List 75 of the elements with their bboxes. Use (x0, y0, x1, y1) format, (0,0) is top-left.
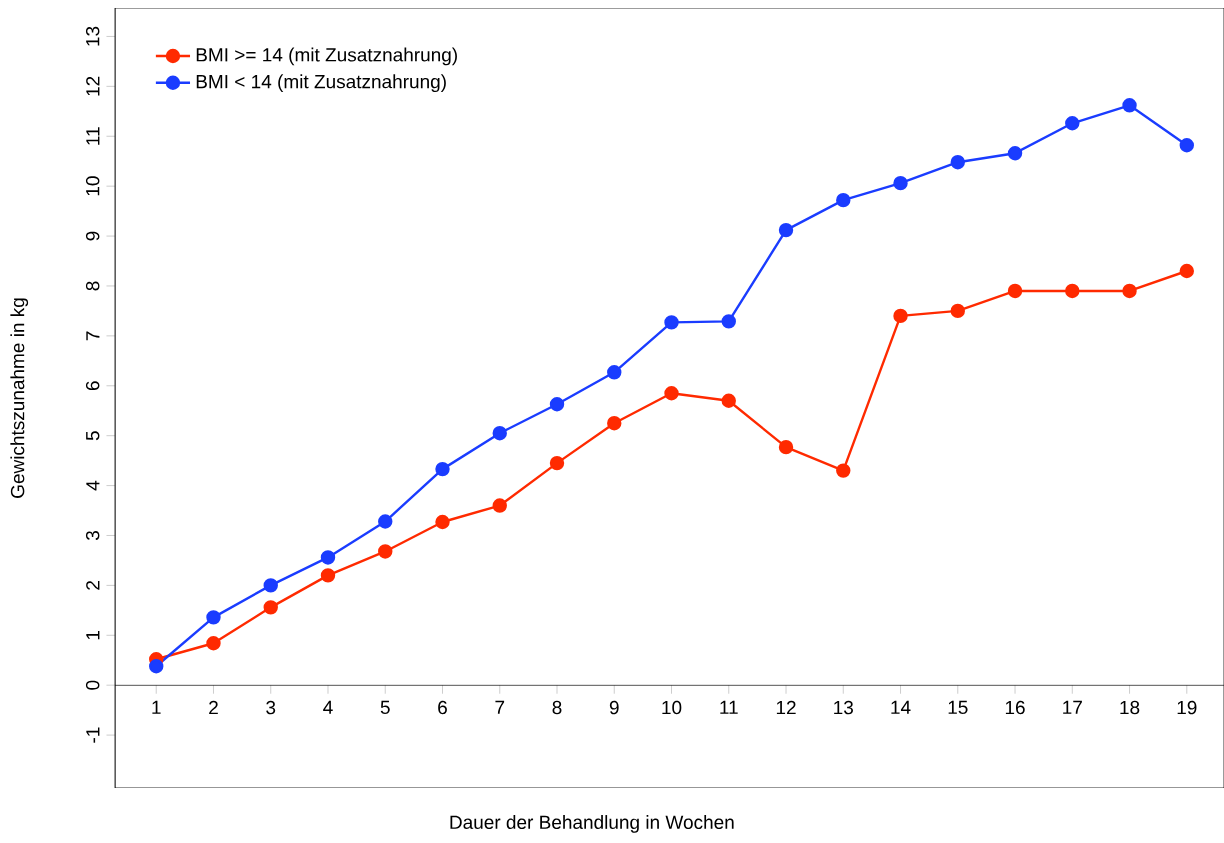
point (1122, 283, 1137, 299)
point (607, 365, 622, 380)
point (778, 439, 794, 455)
x-tick-label: 5 (380, 700, 390, 715)
y-tick-label: 12 (86, 76, 100, 96)
point (1179, 263, 1194, 279)
point (435, 514, 450, 530)
x-tick-label: 2 (209, 700, 218, 715)
point (721, 393, 736, 408)
x-tick-label: 13 (834, 700, 853, 715)
y-tick-label: 7 (86, 331, 100, 341)
x-tick-label: 19 (1177, 700, 1197, 715)
point (549, 397, 565, 412)
y-tick-label: 2 (86, 581, 100, 590)
y-tick-label: 5 (86, 431, 100, 441)
y-tick-label: 10 (85, 176, 100, 196)
x-tick-label: 10 (662, 700, 682, 715)
point (549, 455, 565, 471)
x-tick-label: 18 (1120, 700, 1140, 715)
x-tick-label: 1 (152, 700, 161, 714)
x-tick-label: 12 (776, 700, 796, 715)
x-tick-label: 16 (1005, 700, 1025, 715)
point (1007, 146, 1023, 161)
point (836, 463, 851, 478)
y-axis-title: Gewichtszunahme in kg (10, 298, 29, 498)
point (893, 175, 908, 191)
point (778, 222, 794, 238)
legend-label: BMI >= 14 (mit Zusatznahrung) (196, 47, 457, 66)
point (263, 578, 278, 593)
point (721, 314, 736, 329)
y-tick-label: 8 (85, 281, 100, 291)
point (149, 659, 164, 674)
y-tick-label: 3 (85, 531, 100, 541)
y-tick-label: 9 (85, 231, 100, 241)
point (320, 550, 336, 565)
x-tick-label: 8 (552, 700, 562, 715)
x-tick-label: 14 (891, 700, 911, 714)
legend-label: BMI < 14 (mit Zusatznahrung) (196, 74, 446, 93)
point (263, 600, 278, 615)
point (435, 461, 450, 477)
x-tick-label: 9 (609, 700, 619, 715)
y-tick-label: 6 (85, 381, 100, 391)
point (836, 192, 851, 208)
x-tick-label: 7 (495, 700, 505, 714)
point (378, 544, 393, 559)
point (320, 568, 336, 583)
point (893, 308, 908, 324)
point (1065, 283, 1080, 299)
x-axis-title: Dauer der Behandlung in Wochen (450, 815, 734, 833)
point (664, 386, 679, 401)
point (378, 514, 393, 529)
x-tick-label: 6 (438, 700, 447, 715)
point (664, 315, 679, 330)
y-tick-label: 11 (86, 127, 100, 145)
point (950, 303, 965, 319)
point (206, 610, 221, 625)
point (492, 498, 507, 513)
point (206, 636, 221, 651)
y-tick-label: -1 (86, 727, 100, 743)
x-tick-label: 11 (720, 700, 738, 714)
y-tick-label: 13 (85, 26, 100, 46)
x-tick-label: 3 (266, 700, 276, 715)
point (492, 425, 507, 441)
y-tick-label: 0 (85, 680, 100, 690)
point (1065, 116, 1080, 131)
x-tick-label: 4 (323, 700, 333, 714)
point (1007, 283, 1023, 299)
x-tick-label: 15 (948, 700, 968, 715)
point (607, 416, 622, 431)
point (1179, 138, 1194, 153)
y-tick-label: 1 (86, 630, 100, 640)
point (950, 155, 965, 170)
point (1122, 98, 1137, 113)
y-tick-label: 4 (86, 480, 100, 491)
x-tick-label: 17 (1063, 700, 1082, 714)
